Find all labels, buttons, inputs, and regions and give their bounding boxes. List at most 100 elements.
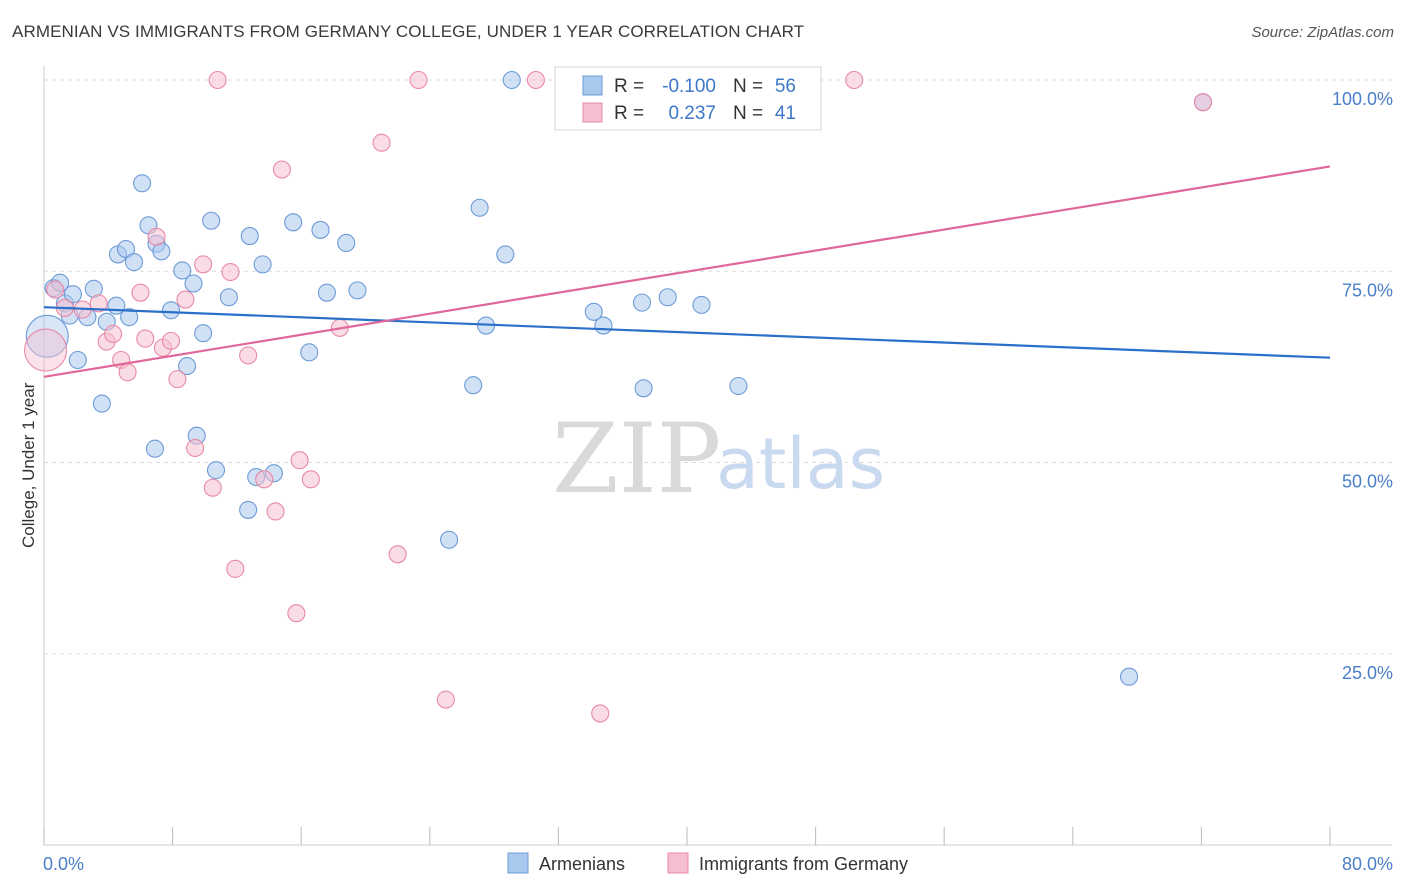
germany-point [372,133,391,152]
germany-point [24,328,68,372]
legend-r-value-1: -0.100 [662,76,716,97]
germany-point [168,370,187,389]
armenians-point [116,240,136,259]
germany-point [186,438,205,458]
germany-point [104,324,123,344]
armenians-point [161,301,181,320]
armenians-point [25,314,69,358]
germany-point [208,70,227,90]
bottom-legend-germany: Immigrants from Germany [699,854,908,874]
armenians-point [253,255,272,274]
armenians-point [348,281,367,300]
armenians-point [120,308,139,327]
armenians-point [194,324,213,343]
trend-layer [43,165,1331,378]
armenians-point [317,283,336,302]
axis-layer: 100.0% 75.0% 50.0% 25.0% [43,66,1393,846]
points-layer [24,70,1213,723]
armenians-point [729,376,748,396]
legend-swatch-armenians [582,75,603,96]
germany-point [176,290,195,309]
chart-title: ARMENIAN VS IMMIGRANTS FROM GERMANY COLL… [12,22,805,41]
germany-point [147,227,166,246]
armenians-point [470,198,489,217]
germany-point [591,704,610,723]
armenians-point [337,233,356,252]
y-tick-label: 100.0% [1332,89,1393,109]
germany-point [89,294,108,313]
legend-r-label-2: R = [614,103,644,124]
germany-point [287,604,306,623]
armenians-point [68,350,87,370]
germany-point [203,478,222,497]
armenians-point [300,343,319,362]
germany-point [845,70,864,90]
germany-point [136,329,155,348]
armenians-point [502,70,521,90]
x-tick-label-max: 80.0% [1342,854,1393,874]
armenians-point [464,376,483,395]
armenians-point [219,288,238,307]
germany-point [239,346,258,365]
germany-trendline [43,165,1331,378]
germany-point [272,160,291,179]
armenians-point [202,211,221,230]
legend-n-value-1: 56 [775,76,796,97]
germany-point [388,545,407,564]
germany-point [290,451,309,470]
germany-point [161,331,181,350]
armenians-point [594,316,613,335]
germany-point [301,470,320,489]
armenians-point [240,227,259,246]
armenians-trendline [43,306,1331,359]
armenians-point [284,213,303,232]
bottom-legend-armenians: Armenians [539,854,625,874]
armenians-point [440,530,459,549]
germany-point [1193,93,1213,112]
bottom-legend-swatch-armenians [507,852,529,874]
y-axis-label: College, Under 1 year [19,382,38,548]
legend-swatch-germany [582,102,603,123]
armenians-point [692,295,711,314]
y-tick-label: 25.0% [1342,663,1393,683]
germany-point [266,502,285,521]
armenians-point [184,274,203,293]
source-credit: Source: ZipAtlas.com [1251,24,1394,41]
watermark-atlas: atlas [716,423,885,505]
armenians-point [311,220,330,239]
grid-layer [44,79,1392,655]
germany-point [255,470,274,489]
series-legend: Armenians Immigrants from Germany [507,852,908,874]
x-tick-label-min: 0.0% [43,854,84,874]
legend-n-value-2: 41 [775,103,796,124]
y-tick-label: 75.0% [1342,280,1393,300]
armenians-point [239,500,258,519]
legend-n-label-1: N = [733,76,763,97]
watermark: ZIP atlas [552,403,885,515]
germany-point [526,70,545,90]
armenians-point [1120,667,1139,686]
armenians-point [634,379,653,398]
legend-n-label-2: N = [733,103,763,124]
armenians-point [206,461,226,480]
armenians-point [63,285,82,304]
germany-point [46,280,65,299]
germany-point [221,262,240,282]
armenians-point [133,174,152,193]
legend-r-label-1: R = [614,76,644,97]
germany-point [131,283,150,302]
germany-point [194,255,213,274]
germany-point [118,363,137,382]
bottom-legend-swatch-germany [667,852,689,874]
germany-point [409,70,428,90]
armenians-point [145,439,164,458]
armenians-point [658,288,677,307]
germany-point [226,559,245,578]
armenians-point [584,302,603,321]
germany-point [436,690,455,709]
armenians-point [173,261,192,280]
watermark-zip: ZIP [552,403,721,515]
armenians-point [124,253,144,272]
legend-r-value-2: 0.237 [668,103,716,124]
